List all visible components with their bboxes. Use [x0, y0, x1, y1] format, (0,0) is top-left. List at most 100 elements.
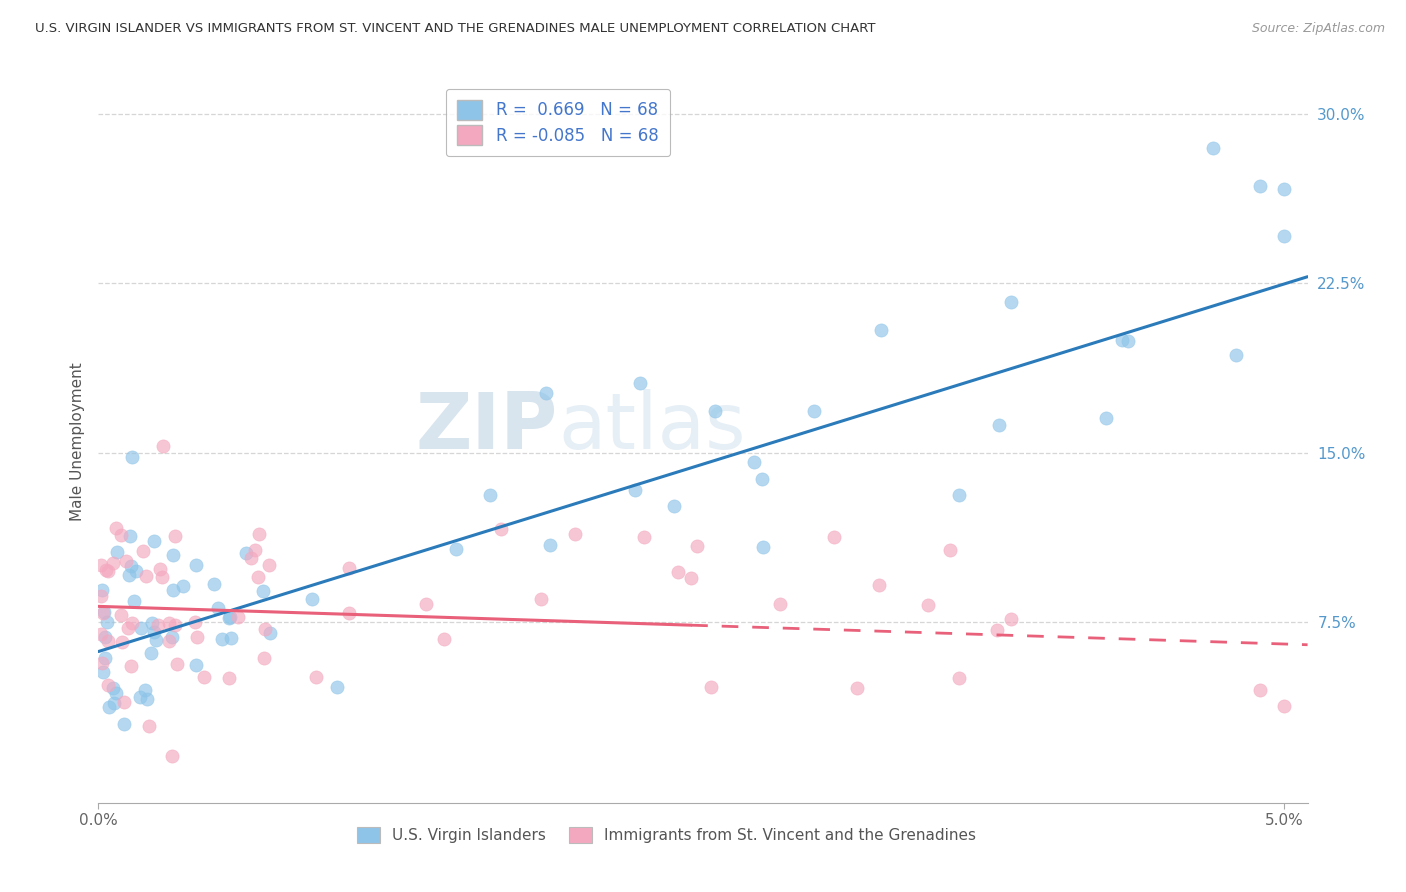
Point — [134, 683, 156, 698]
Point — [1000, 294, 1022, 309]
Point — [202, 577, 225, 591]
Point — [145, 632, 167, 647]
Point — [118, 529, 141, 543]
Point — [149, 561, 172, 575]
Point — [1095, 410, 1118, 425]
Point — [304, 670, 326, 684]
Point — [1111, 333, 1133, 347]
Point — [90, 589, 112, 603]
Point — [1249, 179, 1271, 194]
Point — [97, 634, 120, 648]
Point — [1225, 347, 1247, 361]
Point — [1272, 182, 1295, 196]
Point — [259, 558, 281, 572]
Point — [90, 627, 112, 641]
Point — [1272, 698, 1295, 713]
Point — [165, 529, 187, 543]
Point — [948, 671, 970, 685]
Point — [172, 579, 194, 593]
Point — [1249, 682, 1271, 697]
Point — [254, 622, 277, 636]
Point — [141, 616, 163, 631]
Point — [146, 618, 169, 632]
Point — [91, 606, 114, 620]
Point — [157, 633, 180, 648]
Point — [101, 681, 124, 695]
Point — [152, 439, 174, 453]
Point — [247, 527, 270, 541]
Point — [193, 670, 215, 684]
Point — [939, 542, 962, 557]
Point — [1000, 612, 1022, 626]
Point — [988, 417, 1011, 432]
Point — [162, 749, 184, 764]
Point — [564, 526, 586, 541]
Point — [446, 542, 468, 557]
Point — [110, 607, 132, 622]
Point — [103, 697, 125, 711]
Point — [628, 376, 651, 390]
Text: U.S. VIRGIN ISLANDER VS IMMIGRANTS FROM ST. VINCENT AND THE GRENADINES MALE UNEM: U.S. VIRGIN ISLANDER VS IMMIGRANTS FROM … — [35, 22, 876, 36]
Point — [259, 625, 281, 640]
Point — [704, 404, 727, 418]
Point — [823, 530, 845, 544]
Point — [128, 690, 150, 705]
Point — [246, 569, 269, 583]
Point — [769, 597, 792, 611]
Point — [235, 546, 257, 560]
Point — [666, 565, 689, 579]
Point — [104, 685, 127, 699]
Point — [184, 615, 207, 630]
Point — [207, 600, 229, 615]
Point — [93, 605, 115, 619]
Point — [93, 651, 115, 665]
Point — [433, 632, 456, 646]
Point — [98, 700, 121, 714]
Point — [226, 609, 249, 624]
Point — [131, 621, 153, 635]
Point — [869, 323, 891, 337]
Point — [337, 561, 360, 575]
Point — [240, 551, 263, 566]
Point — [415, 597, 437, 611]
Text: atlas: atlas — [558, 389, 745, 465]
Point — [163, 617, 186, 632]
Point — [986, 623, 1008, 637]
Point — [1116, 334, 1139, 348]
Point — [101, 556, 124, 570]
Point — [125, 564, 148, 578]
Point — [1272, 228, 1295, 243]
Point — [218, 671, 240, 685]
Point — [534, 386, 557, 401]
Point — [633, 530, 655, 544]
Point — [221, 631, 243, 645]
Point — [138, 719, 160, 733]
Point — [94, 563, 117, 577]
Point — [751, 472, 773, 486]
Legend: U.S. Virgin Islanders, Immigrants from St. Vincent and the Grenadines: U.S. Virgin Islanders, Immigrants from S… — [352, 822, 983, 849]
Point — [253, 650, 276, 665]
Point — [681, 571, 703, 585]
Point — [538, 538, 561, 552]
Point — [132, 543, 155, 558]
Point — [90, 582, 112, 597]
Point — [110, 528, 132, 542]
Point — [105, 545, 128, 559]
Point — [118, 568, 141, 582]
Point — [846, 681, 869, 696]
Point — [948, 488, 970, 502]
Point — [97, 564, 120, 578]
Point — [699, 680, 721, 694]
Point — [117, 621, 139, 635]
Point — [91, 665, 114, 680]
Point — [112, 695, 135, 709]
Point — [686, 539, 709, 553]
Point — [139, 646, 162, 660]
Point — [337, 606, 360, 620]
Point — [157, 615, 180, 630]
Point — [115, 554, 138, 568]
Point — [530, 592, 553, 607]
Point — [122, 594, 145, 608]
Point — [218, 611, 240, 625]
Point — [91, 656, 114, 670]
